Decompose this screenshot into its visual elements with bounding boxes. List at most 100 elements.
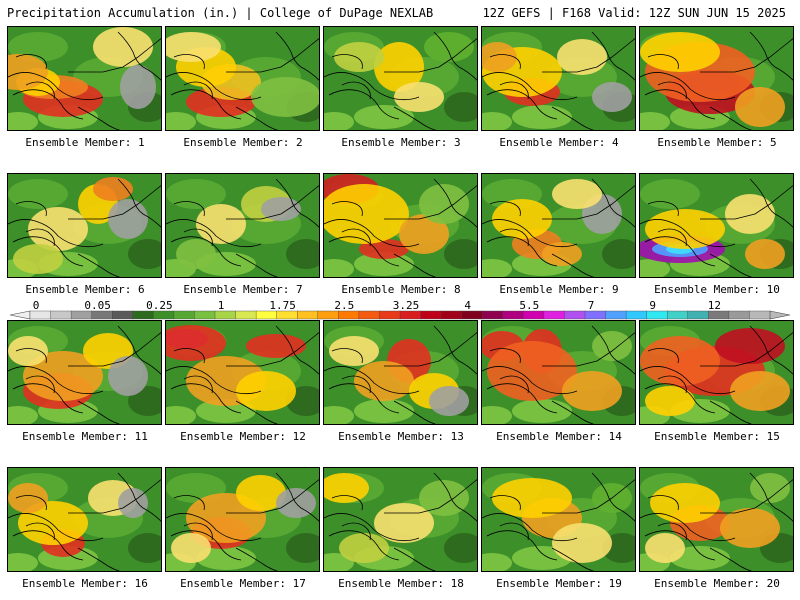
precip-blob [236, 371, 296, 411]
colorbar-swatch [50, 310, 72, 320]
map-outline [324, 513, 420, 542]
colorbar-tick-label: 12 [708, 300, 721, 312]
map-outline [499, 81, 529, 100]
map-outline [499, 522, 529, 541]
precip-blob [424, 32, 474, 62]
precip-blob [735, 87, 785, 127]
map-outline [275, 325, 319, 375]
precipitation-map [324, 27, 477, 130]
precip-blob [8, 54, 48, 90]
colorbar-swatch [70, 310, 93, 320]
precip-blob [552, 523, 612, 563]
colorbar-tick-label: 9 [649, 300, 656, 312]
colorbar-swatch [153, 310, 175, 320]
map-outline [15, 348, 47, 364]
colorbar-swatch [173, 310, 195, 320]
precipitation-map [640, 27, 793, 130]
colorbar-tick-label: 0 [33, 300, 40, 312]
ensemble-map-panel [481, 26, 636, 131]
map-outline [482, 366, 578, 395]
map-outline [482, 513, 578, 542]
colorbar-tick-label: 2.5 [334, 300, 354, 312]
ensemble-member-label: Ensemble Member: 19 [496, 577, 622, 590]
precipitation-map [166, 27, 319, 130]
map-outline [542, 479, 635, 514]
map-outline [77, 253, 121, 277]
map-outline [657, 81, 687, 100]
precipitation-map [8, 27, 161, 130]
precipitation-map [640, 174, 793, 277]
map-outline [591, 325, 635, 375]
map-outline [393, 253, 437, 277]
map-outline [647, 54, 679, 70]
colorbar-tick-label: 0.05 [84, 300, 111, 312]
ensemble-member-label: Ensemble Member: 1 [25, 136, 145, 149]
precipitation-map [166, 468, 319, 571]
precip-blob [399, 214, 449, 254]
precip-blob [108, 199, 148, 239]
map-outline [324, 366, 420, 395]
precip-blob [166, 325, 226, 361]
precipitation-map [482, 321, 635, 424]
precip-blob [592, 82, 632, 112]
map-outline [640, 219, 736, 248]
ensemble-map-panel [481, 320, 636, 425]
ensemble-map-panel [165, 26, 320, 131]
precip-blob [645, 533, 685, 563]
ensemble-member-label: Ensemble Member: 15 [654, 430, 780, 443]
map-outline [551, 547, 595, 571]
precip-blob [28, 207, 88, 251]
map-outline [433, 178, 477, 228]
map-outline [8, 366, 104, 395]
map-outline [235, 106, 279, 130]
precip-blob [640, 336, 720, 386]
map-outline [393, 400, 437, 424]
colorbar-swatch [584, 310, 607, 320]
map-outline [647, 348, 679, 364]
map-outline [489, 54, 521, 70]
map-outline [482, 219, 578, 248]
map-outline [166, 72, 262, 101]
map-outline [709, 547, 753, 571]
ensemble-map-panel [323, 467, 478, 572]
map-outline [482, 72, 578, 101]
colorbar-tick-label: 1.75 [269, 300, 296, 312]
map-outline [640, 513, 736, 542]
map-outline [324, 219, 420, 248]
colorbar-swatch [358, 310, 380, 320]
precip-blob [482, 42, 517, 72]
map-outline [551, 106, 595, 130]
colorbar-swatch [502, 310, 524, 320]
map-outline [341, 522, 371, 541]
precip-blob [592, 331, 632, 361]
map-outline [657, 522, 687, 541]
colorbar-swatch [605, 310, 627, 320]
map-outline [341, 228, 371, 247]
map-outline [173, 348, 205, 364]
map-outline [226, 185, 319, 220]
ensemble-member-label: Ensemble Member: 17 [180, 577, 306, 590]
map-outline [700, 185, 793, 220]
map-outline [700, 332, 793, 367]
map-outline [384, 185, 477, 220]
colorbar-swatch [708, 310, 730, 320]
map-outline [77, 106, 121, 130]
map-outline [173, 54, 205, 70]
ensemble-map-panel [481, 173, 636, 278]
ensemble-map-panel [639, 26, 794, 131]
map-outline [542, 185, 635, 220]
precip-blob [640, 32, 720, 72]
map-outline [117, 31, 161, 81]
map-outline [647, 201, 679, 217]
map-outline [700, 479, 793, 514]
precip-blob [552, 179, 602, 209]
colorbar-swatch [749, 310, 771, 320]
precip-blob [720, 508, 780, 548]
colorbar-swatch [399, 310, 422, 320]
ensemble-member-label: Ensemble Member: 6 [25, 283, 145, 296]
ensemble-map-panel [323, 320, 478, 425]
map-outline [657, 375, 687, 394]
map-outline [591, 472, 635, 522]
precip-blob [8, 483, 48, 513]
precipitation-map [324, 468, 477, 571]
